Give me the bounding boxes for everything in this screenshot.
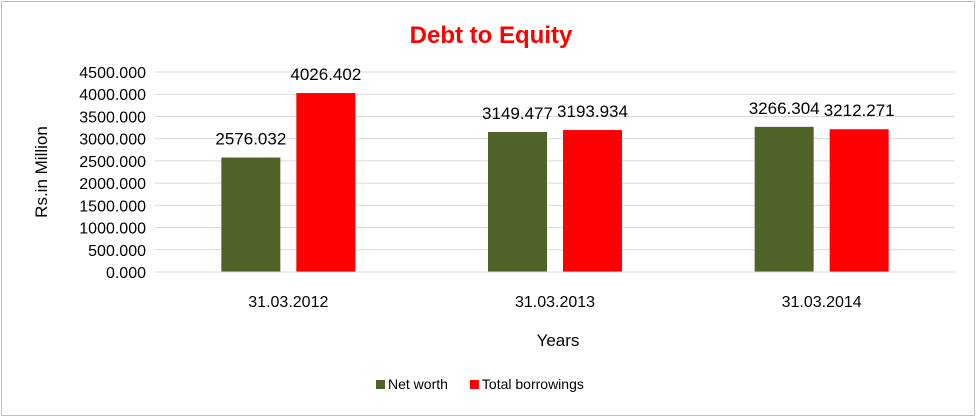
bars bbox=[221, 93, 889, 272]
data-label: 3212.271 bbox=[824, 101, 895, 120]
y-tick-label: 1000.000 bbox=[79, 221, 146, 238]
legend-swatch bbox=[376, 380, 385, 389]
y-tick-label: 3500.000 bbox=[79, 109, 146, 126]
y-tick-label: 4000.000 bbox=[79, 87, 146, 104]
y-tick-label: 3000.000 bbox=[79, 132, 146, 149]
data-label: 3193.934 bbox=[557, 102, 628, 121]
legend-swatch bbox=[469, 380, 479, 389]
bar-net-worth bbox=[221, 157, 281, 272]
x-tick-label: 31.03.2013 bbox=[515, 294, 595, 311]
x-tick-label: 31.03.2012 bbox=[248, 294, 328, 311]
data-label: 3149.477 bbox=[482, 104, 553, 123]
y-tick-label: 0.000 bbox=[106, 265, 146, 282]
legend: Net worth Total borrowings bbox=[376, 376, 584, 392]
y-axis-ticks: 0.000 500.000 1000.000 1500.000 2000.000 2500… bbox=[79, 65, 146, 282]
chart-title: Debt to Equity bbox=[410, 22, 573, 49]
legend-label: Total borrowings bbox=[482, 376, 584, 392]
bar-net-worth bbox=[754, 126, 814, 272]
y-tick-label: 4500.000 bbox=[79, 65, 146, 82]
bar-total-borrowings bbox=[296, 93, 356, 272]
y-tick-label: 1500.000 bbox=[79, 198, 146, 215]
bar-total-borrowings bbox=[829, 129, 889, 272]
x-axis-title: Years bbox=[537, 331, 580, 350]
data-labels: 2576.032 4026.402 3149.477 3193.934 3266.304… bbox=[215, 65, 894, 148]
y-axis-title: Rs.in Million bbox=[32, 126, 51, 218]
x-axis-ticks: 31.03.2012 31.03.2013 31.03.2014 bbox=[248, 294, 862, 311]
data-label: 4026.402 bbox=[290, 65, 361, 84]
data-label: 3266.304 bbox=[749, 99, 820, 118]
bar-total-borrowings bbox=[563, 130, 622, 272]
gridlines bbox=[155, 71, 955, 251]
y-tick-label: 2500.000 bbox=[79, 154, 146, 171]
y-tick-label: 2000.000 bbox=[79, 176, 146, 193]
legend-label: Net worth bbox=[388, 376, 448, 392]
data-label: 2576.032 bbox=[215, 130, 286, 149]
bar-net-worth bbox=[488, 132, 547, 272]
x-tick-label: 31.03.2014 bbox=[782, 294, 862, 311]
y-tick-label: 500.000 bbox=[88, 243, 146, 260]
